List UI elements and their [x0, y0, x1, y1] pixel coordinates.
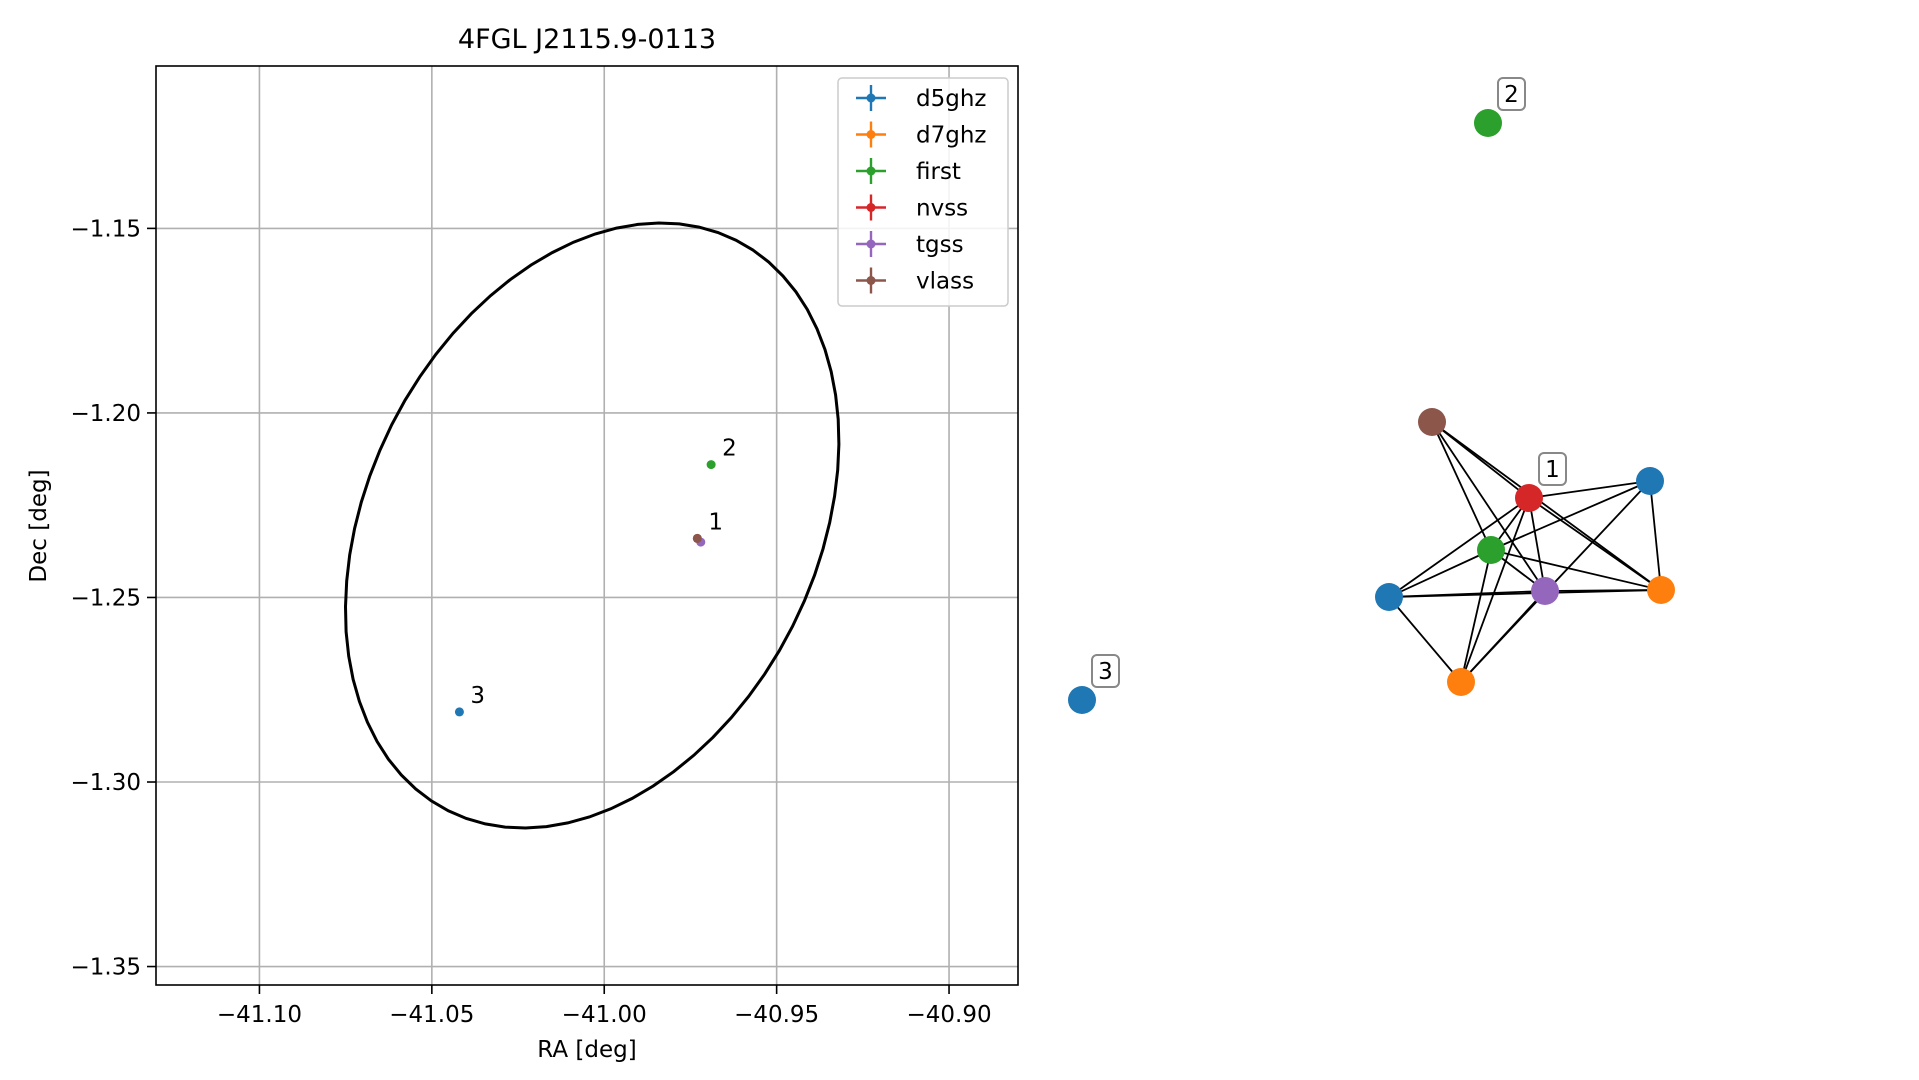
network-edge — [1431, 421, 1546, 592]
data-point-first — [706, 460, 716, 470]
network-node — [1647, 576, 1675, 604]
y-tick-label: −1.20 — [71, 401, 141, 427]
legend-label: d5ghz — [916, 86, 986, 112]
network-nodes — [1068, 109, 1675, 714]
y-axis-label: Dec [deg] — [26, 469, 52, 582]
y-tick-label: −1.15 — [71, 216, 141, 242]
x-tick-label: −41.00 — [562, 1002, 647, 1028]
network-node — [1375, 583, 1403, 611]
legend-entry: d7ghz — [856, 121, 986, 149]
network-node — [1636, 467, 1664, 495]
network-node — [1447, 668, 1475, 696]
x-tick-label: −41.05 — [389, 1002, 474, 1028]
node-label-text: 3 — [1098, 659, 1113, 685]
legend-marker — [866, 166, 876, 176]
network-node — [1531, 577, 1559, 605]
legend-marker — [866, 203, 876, 212]
network-edge — [1528, 497, 1662, 591]
x-axis-label: RA [deg] — [537, 1037, 636, 1063]
network-node — [1515, 484, 1543, 512]
network-edges — [1388, 421, 1662, 683]
legend-entry: vlass — [856, 267, 974, 295]
legend-marker — [866, 276, 876, 285]
data-point-d5ghz — [454, 707, 464, 717]
data-points — [454, 460, 716, 717]
legend-entry: nvss — [856, 194, 968, 222]
network-node-label: 1 — [1538, 452, 1567, 486]
legend-label: nvss — [916, 196, 968, 222]
node-label-box — [1091, 654, 1120, 688]
x-tick-label: −40.95 — [734, 1002, 819, 1028]
point-annotations: 1 2 3 — [470, 436, 736, 709]
network-node — [1474, 109, 1502, 137]
network-node — [1418, 408, 1446, 436]
legend: d5ghz d7ghz first nvss tgss vlass — [837, 77, 1009, 307]
network-edge — [1490, 480, 1651, 551]
legend-entry: tgss — [856, 231, 964, 258]
network-edge — [1649, 480, 1662, 591]
network-panel: 2 3 1 — [1068, 77, 1675, 714]
network-node — [1068, 686, 1096, 714]
point-annotation: 1 — [708, 509, 723, 535]
x-axis-ticks: −41.10 −41.05 −41.00 −40.95 −40.90 — [217, 985, 992, 1028]
node-label-box — [1497, 77, 1526, 111]
network-edge — [1431, 421, 1492, 551]
legend-label: first — [916, 159, 961, 185]
network-node — [1477, 536, 1505, 564]
plot-frame — [155, 65, 1019, 986]
network-edge — [1388, 596, 1462, 683]
chart-title: 4FGL J2115.9-0113 — [458, 24, 716, 55]
data-point-vlass — [692, 533, 702, 543]
network-edge — [1460, 497, 1530, 683]
network-edge — [1460, 590, 1546, 683]
network-edge — [1528, 497, 1546, 592]
y-tick-label: −1.30 — [71, 770, 141, 796]
point-annotation: 2 — [722, 436, 737, 462]
network-edge — [1544, 589, 1662, 592]
point-annotation: 3 — [470, 683, 485, 709]
node-label-text: 2 — [1504, 82, 1519, 108]
network-edge — [1388, 497, 1530, 598]
y-tick-label: −1.25 — [71, 585, 141, 611]
node-label-text: 1 — [1545, 457, 1560, 483]
network-node-label: 3 — [1091, 654, 1120, 688]
legend-marker — [866, 93, 876, 103]
legend-entry: first — [856, 158, 961, 185]
grid — [156, 66, 1018, 985]
legend-label: d7ghz — [916, 123, 986, 149]
network-node-label: 2 — [1497, 77, 1526, 111]
network-edge — [1388, 549, 1492, 598]
x-tick-label: −40.90 — [906, 1002, 991, 1028]
legend-entry: d5ghz — [856, 85, 986, 112]
network-edge — [1460, 549, 1492, 683]
x-tick-label: −41.10 — [217, 1002, 302, 1028]
network-edge — [1431, 421, 1662, 591]
legend-label: tgss — [916, 232, 964, 258]
scatter-panel: 4FGL J2115.9-0113 1 2 3 −41.10 −41.05 −41.00… — [26, 24, 1019, 1063]
legend-marker — [866, 239, 876, 249]
node-label-box — [1538, 452, 1567, 486]
error-ellipse — [343, 221, 841, 830]
network-edge — [1528, 480, 1651, 499]
network-edge — [1490, 549, 1662, 591]
y-axis-ticks: −1.15 −1.20 −1.25 −1.30 −1.35 — [71, 216, 156, 981]
legend-label: vlass — [916, 269, 974, 295]
y-tick-label: −1.35 — [71, 955, 141, 981]
network-node-labels: 2 3 1 — [1091, 77, 1567, 688]
legend-marker — [866, 130, 876, 139]
